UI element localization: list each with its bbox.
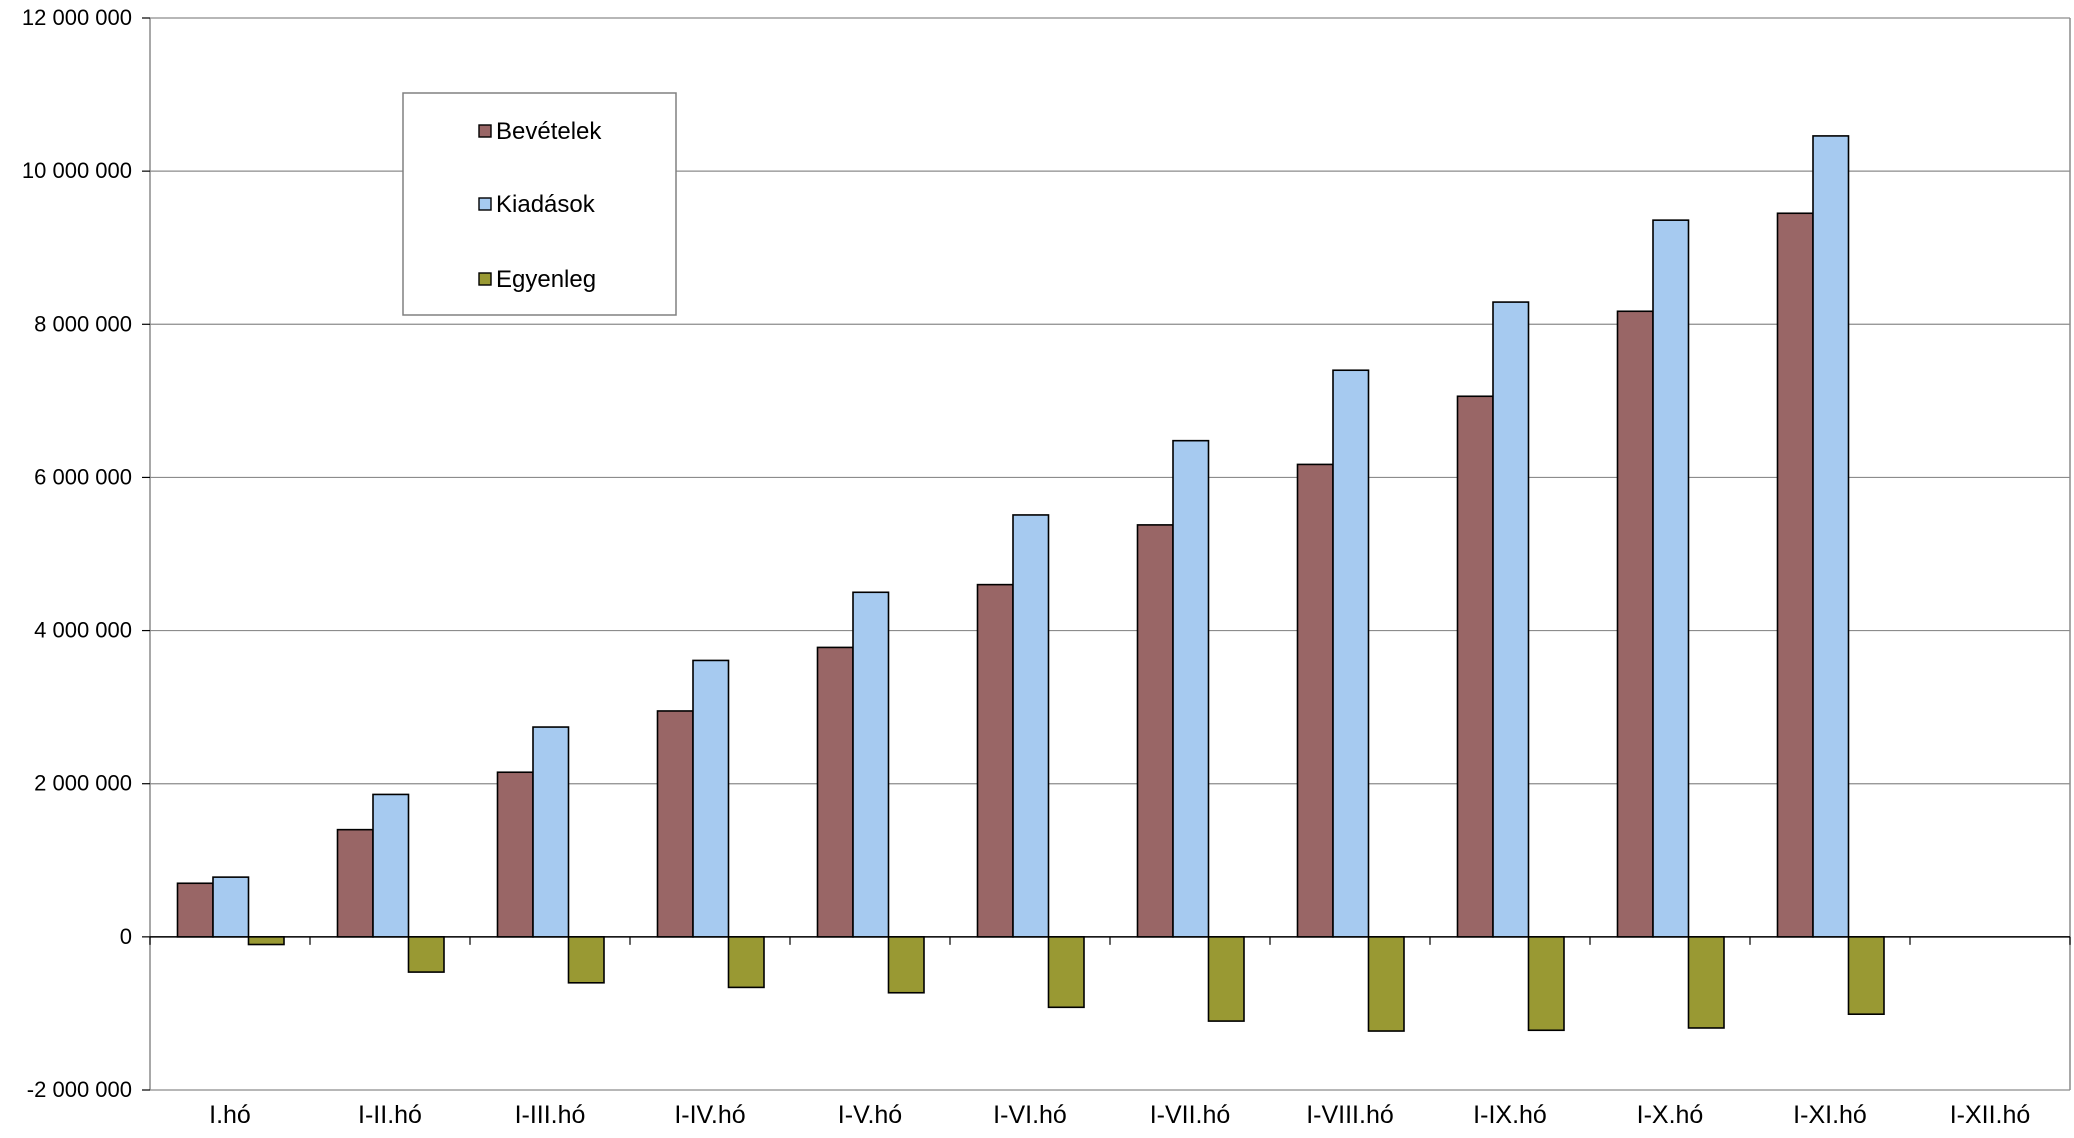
tick-labels: -2 000 000 0 2 000 000 4 000 000 6 000 000 8 … [22, 5, 2030, 1129]
bar-kiadasok-5 [1012, 514, 1050, 938]
y-tick-label: 0 [120, 924, 132, 949]
bar-bevetelek-4 [816, 646, 854, 938]
bar-bevetelek-2 [496, 771, 534, 938]
x-tick-label: I-X.hó [1637, 1101, 1704, 1129]
x-tick-label: I-XII.hó [1950, 1101, 2031, 1129]
y-tick-label: 6 000 000 [34, 464, 132, 489]
bar-bevetelek-1 [336, 828, 374, 938]
legend-label: Bevételek [496, 118, 602, 145]
bar-kiadasok-3 [692, 659, 730, 938]
legend-label: Kiadások [496, 191, 596, 218]
legend-label: Egyenleg [496, 266, 596, 293]
x-tick-label: I-XI.hó [1793, 1101, 1867, 1129]
x-tick-label: I-VIII.hó [1306, 1101, 1394, 1129]
bar-egyenleg-10 [1847, 936, 1885, 1015]
y-tick-label: 4 000 000 [34, 618, 132, 643]
bar-kiadasok-4 [852, 591, 890, 938]
legend-swatch [478, 272, 492, 286]
x-tick-label: I-V.hó [838, 1101, 902, 1129]
bar-egyenleg-5 [1047, 936, 1085, 1009]
bar-egyenleg-4 [887, 936, 925, 994]
legend-box [402, 92, 677, 316]
bar-kiadasok-10 [1812, 135, 1850, 938]
bar-egyenleg-6 [1207, 936, 1245, 1022]
bar-egyenleg-8 [1527, 936, 1565, 1032]
y-tick-label: 2 000 000 [34, 771, 132, 796]
x-tick-label: I-VI.hó [993, 1101, 1067, 1129]
x-tick-label: I-II.hó [358, 1101, 422, 1129]
bar-kiadasok-9 [1652, 219, 1690, 938]
axes [142, 17, 2071, 1091]
y-tick-label: 10 000 000 [22, 158, 132, 183]
bar-bevetelek-0 [176, 882, 214, 938]
y-tick-label: 8 000 000 [34, 311, 132, 336]
y-tick-label: -2 000 000 [27, 1077, 132, 1102]
bar-bevetelek-3 [656, 710, 694, 938]
bar-bevetelek-7 [1296, 463, 1334, 938]
bar-egyenleg-9 [1687, 936, 1725, 1029]
bar-bevetelek-10 [1776, 212, 1814, 938]
bar-egyenleg-7 [1367, 936, 1405, 1032]
bars [176, 135, 1885, 1032]
x-tick-label: I-IV.hó [674, 1101, 745, 1129]
bar-kiadasok-2 [532, 726, 570, 938]
bar-kiadasok-1 [372, 793, 410, 938]
x-tick-label: I-VII.hó [1150, 1101, 1231, 1129]
x-tick-label: I.hó [209, 1101, 251, 1129]
legend: Bevételek Kiadások Egyenleg [402, 92, 677, 316]
bar-kiadasok-8 [1492, 301, 1530, 938]
legend-swatch [478, 197, 492, 211]
x-tick-label: I-III.hó [515, 1101, 586, 1129]
legend-swatch [478, 124, 492, 138]
bar-bevetelek-9 [1616, 310, 1654, 938]
x-tick-label: I-IX.hó [1473, 1101, 1547, 1129]
bar-kiadasok-0 [212, 876, 250, 938]
bar-egyenleg-2 [567, 936, 605, 984]
bar-egyenleg-0 [247, 936, 285, 946]
bar-kiadasok-7 [1332, 369, 1370, 938]
bar-bevetelek-5 [976, 583, 1014, 938]
bar-egyenleg-1 [407, 936, 445, 973]
bar-bevetelek-6 [1136, 524, 1174, 938]
bar-bevetelek-8 [1456, 395, 1494, 938]
bar-egyenleg-3 [727, 936, 765, 989]
bar-kiadasok-6 [1172, 439, 1210, 938]
y-tick-label: 12 000 000 [22, 5, 132, 30]
